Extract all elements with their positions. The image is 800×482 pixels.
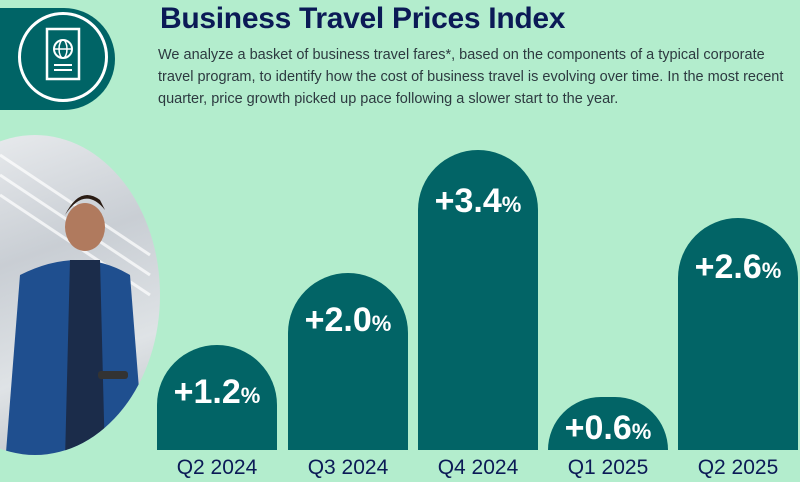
x-label-q4-2024: Q4 2024 xyxy=(437,456,519,479)
x-label-q2-2024: Q2 2024 xyxy=(176,456,258,479)
bar-q2-2025: +2.6% xyxy=(678,218,798,450)
page-title: Business Travel Prices Index xyxy=(160,2,566,35)
x-label-q1-2025: Q1 2025 xyxy=(567,456,649,479)
bar-value: +2.6% xyxy=(694,248,782,286)
icon-tab xyxy=(0,8,115,110)
bar-q2-2024: +1.2% xyxy=(157,345,277,450)
bar-value: +3.4% xyxy=(434,182,522,220)
bar-q1-2025: +0.6% xyxy=(548,397,668,450)
traveler-photo xyxy=(0,135,160,455)
bar-q4-2024: +3.4% xyxy=(418,150,538,450)
x-label-q3-2024: Q3 2024 xyxy=(307,456,389,479)
x-label-q2-2025: Q2 2025 xyxy=(697,456,779,479)
bar-value: +2.0% xyxy=(304,301,392,339)
bar-value: +1.2% xyxy=(173,373,261,411)
description: We analyze a basket of business travel f… xyxy=(158,47,784,107)
bar-value: +0.6% xyxy=(564,409,652,447)
passport-icon xyxy=(18,12,108,102)
bar-q3-2024: +2.0% xyxy=(288,273,408,450)
